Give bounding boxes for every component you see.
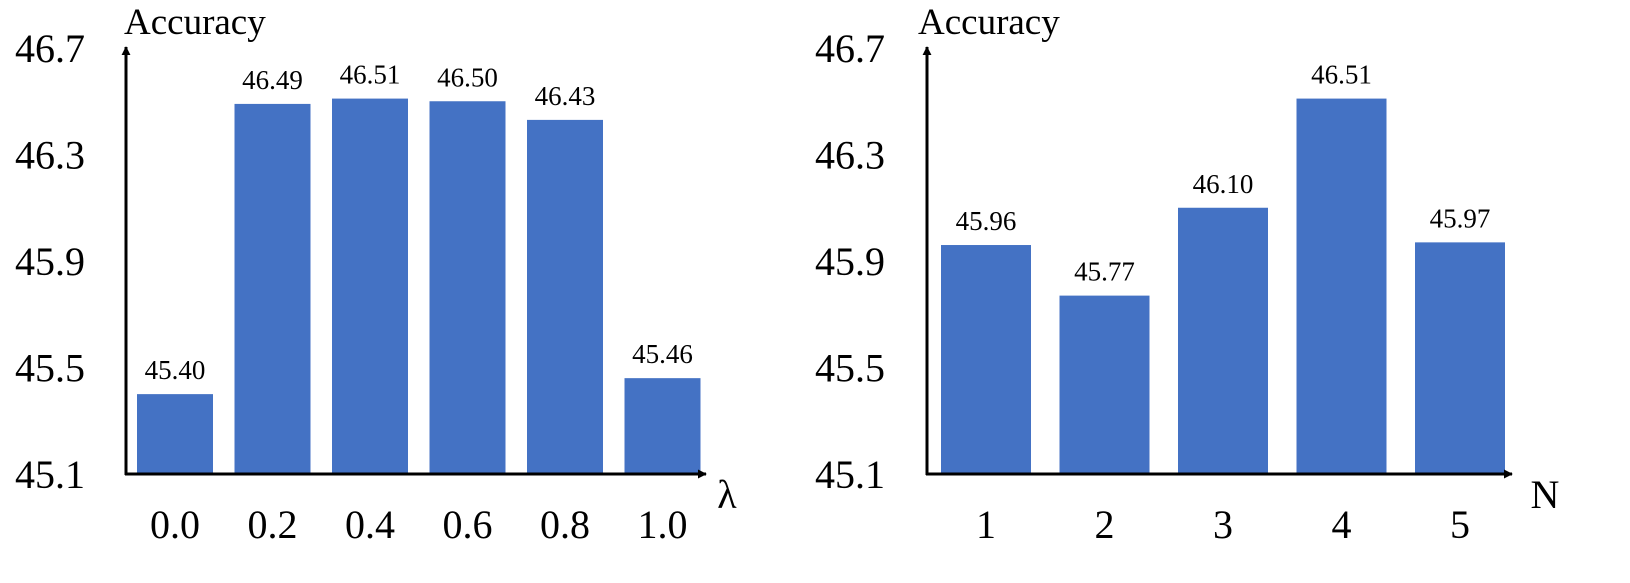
x-tick-label: 4 (1332, 502, 1352, 547)
y-tick-label: 45.9 (15, 239, 85, 284)
x-tick-label: 0.2 (248, 502, 298, 547)
x-axis-title: λ (717, 472, 737, 517)
data-label: 46.50 (437, 62, 498, 92)
x-axis-title: N (1531, 472, 1560, 517)
data-label: 46.51 (340, 60, 401, 90)
y-tick-label: 46.7 (15, 26, 85, 71)
y-tick-label: 45.5 (15, 346, 85, 391)
x-tick-label: 5 (1450, 502, 1470, 547)
y-axis-title: Accuracy (124, 2, 266, 43)
y-tick-label: 46.3 (815, 133, 885, 178)
data-label: 45.46 (632, 339, 693, 369)
y-axis-title: Accuracy (918, 2, 1060, 43)
bar-0-0 (137, 394, 213, 474)
data-label: 46.51 (1311, 60, 1372, 90)
y-tick-label: 45.1 (15, 452, 85, 497)
data-label: 46.49 (242, 65, 303, 95)
bar-0-4 (332, 98, 408, 475)
data-label: 46.10 (1193, 169, 1254, 199)
x-tick-label: 2 (1095, 502, 1115, 547)
data-label: 46.43 (535, 81, 596, 111)
bar-1-0 (624, 378, 701, 474)
data-label: 45.97 (1430, 203, 1491, 233)
data-label: 45.77 (1074, 257, 1135, 287)
y-tick-label: 45.5 (815, 346, 885, 391)
y-tick-label: 46.7 (815, 26, 885, 71)
bar-2 (1059, 295, 1150, 474)
x-tick-label: 0.6 (443, 502, 493, 547)
y-tick-label: 46.3 (15, 133, 85, 178)
bar-3 (1178, 207, 1268, 474)
y-tick-label: 45.9 (815, 239, 885, 284)
x-tick-label: 0.8 (540, 502, 590, 547)
x-tick-label: 0.0 (150, 502, 200, 547)
x-tick-label: 3 (1213, 502, 1233, 547)
y-tick-label: 45.1 (815, 452, 885, 497)
bar-4 (1296, 98, 1387, 475)
bar-5 (1415, 242, 1505, 474)
chart-n: 45.96 45.77 46.10 46.51 45.97 1 2 3 4 5 46.7 46.3 45… (815, 2, 1559, 547)
x-tick-label: 1 (976, 502, 996, 547)
bar-0-6 (429, 101, 506, 474)
bar-1 (941, 245, 1031, 474)
x-tick-label: 0.4 (345, 502, 395, 547)
data-label: 45.96 (956, 206, 1017, 236)
data-label: 45.40 (145, 355, 206, 385)
bar-0-8 (527, 119, 603, 474)
chart-lambda: 45.40 46.49 46.51 46.50 46.43 45.46 0.0 0.2 0.4 0… (15, 2, 737, 547)
bar-0-2 (234, 103, 311, 474)
x-tick-label: 1.0 (638, 502, 688, 547)
